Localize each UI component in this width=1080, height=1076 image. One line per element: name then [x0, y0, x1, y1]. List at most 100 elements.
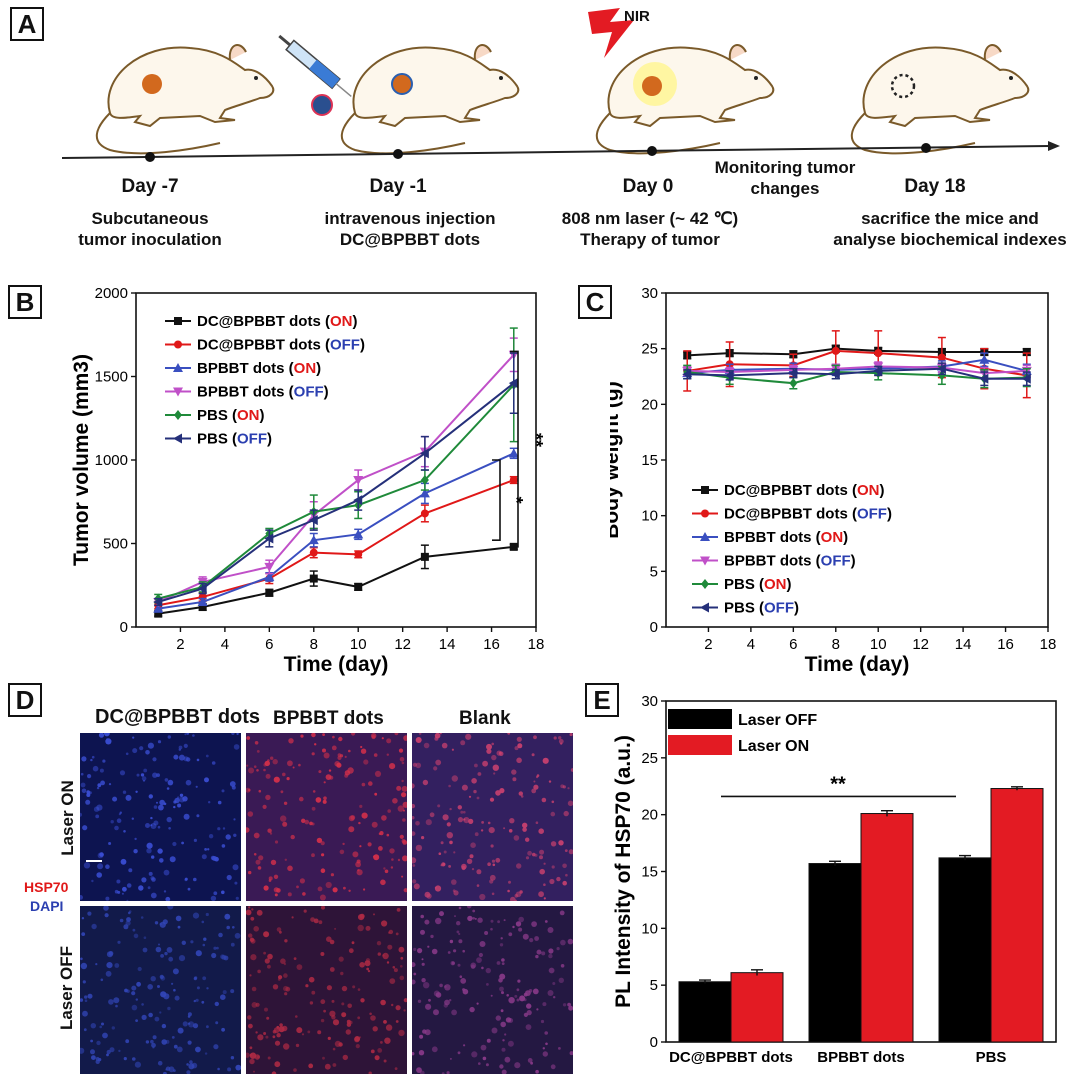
cell-dot — [366, 967, 370, 971]
cell-dot — [344, 755, 347, 758]
cell-dot — [283, 801, 288, 805]
cell-dot — [204, 777, 209, 783]
cell-dot — [565, 873, 568, 877]
x-tick-label: 10 — [350, 636, 367, 653]
cell-dot — [412, 803, 416, 809]
cell-dot — [318, 920, 323, 925]
cell-dot — [167, 779, 174, 786]
data-marker — [419, 488, 430, 498]
cell-dot — [499, 1064, 504, 1069]
cell-dot — [321, 906, 325, 910]
data-marker — [979, 354, 990, 364]
cell-dot — [525, 1024, 532, 1030]
cell-dot — [359, 913, 365, 919]
series-line — [687, 358, 1028, 375]
cell-dot — [381, 920, 388, 927]
cell-dot — [560, 939, 566, 946]
cell-dot — [567, 800, 573, 807]
cell-dot — [422, 779, 429, 786]
micro-bpbbt-laser-off — [246, 906, 407, 1074]
series-line — [687, 367, 1027, 380]
cell-dot — [328, 769, 332, 772]
cell-dot — [100, 780, 105, 786]
cell-dot — [396, 785, 402, 791]
cell-dot — [205, 754, 209, 758]
cell-dot — [567, 1002, 571, 1007]
cell-dot — [541, 951, 546, 956]
cell-dot — [279, 930, 282, 934]
cell-dot — [291, 916, 294, 919]
cell-dot — [178, 754, 185, 761]
cell-dot — [456, 921, 461, 926]
tumor-icon — [142, 74, 162, 94]
cell-dot — [208, 834, 214, 839]
cell-dot — [402, 855, 407, 862]
cell-dot — [514, 1062, 521, 1069]
cell-dot — [152, 772, 158, 778]
cell-dot — [380, 879, 386, 886]
micro-bpbbt-laser-on — [246, 733, 407, 901]
cell-dot — [510, 896, 516, 901]
cell-dot — [495, 790, 501, 796]
cell-dot — [391, 858, 394, 861]
cell-dot — [441, 742, 448, 749]
cell-dot — [392, 798, 398, 804]
cell-dot — [309, 1001, 314, 1005]
cell-dot — [172, 841, 177, 847]
cell-dot — [305, 984, 309, 988]
cell-dot — [482, 760, 488, 767]
cell-dot — [159, 858, 164, 863]
cell-dot — [117, 940, 121, 944]
cell-dot — [314, 743, 317, 746]
cell-dot — [246, 827, 250, 833]
cell-dot — [461, 784, 468, 791]
cell-dot — [558, 840, 564, 846]
cell-dot — [322, 1056, 325, 1060]
cell-dot — [96, 786, 100, 790]
cell-dot — [84, 999, 88, 1002]
cell-dot — [412, 816, 415, 820]
cell-dot — [80, 998, 84, 1002]
cell-dot — [298, 763, 301, 767]
x-tick-label: 8 — [310, 636, 318, 653]
cell-dot — [479, 893, 486, 901]
empty-tumor-icon — [890, 73, 916, 99]
legend-label: BPBBT dots (ON) — [197, 360, 321, 377]
cell-dot — [563, 810, 569, 817]
cell-dot — [140, 916, 144, 919]
cell-dot — [503, 827, 506, 830]
cell-dot — [315, 797, 322, 803]
legend-label: BPBBT dots (OFF) — [197, 384, 329, 401]
cell-dot — [132, 748, 138, 754]
y-tick-label: 0 — [650, 1034, 658, 1051]
cell-dot — [514, 746, 519, 751]
cell-dot — [121, 892, 124, 895]
cell-dot — [204, 1052, 208, 1055]
cell-dot — [449, 807, 452, 811]
cell-dot — [303, 909, 307, 913]
cell-dot — [457, 963, 461, 967]
cell-dot — [192, 734, 195, 737]
cell-dot — [251, 1002, 258, 1008]
data-marker — [1021, 373, 1031, 384]
cell-dot — [474, 763, 478, 768]
cell-dot — [381, 737, 384, 740]
cell-dot — [311, 806, 316, 811]
cell-dot — [426, 893, 432, 899]
cell-dot — [96, 804, 103, 811]
cell-dot — [193, 838, 197, 842]
cell-dot — [325, 881, 332, 889]
cell-dot — [251, 986, 257, 992]
data-marker — [701, 486, 709, 494]
cell-dot — [371, 821, 378, 828]
cell-dot — [517, 979, 521, 983]
cell-dot — [553, 736, 557, 740]
micro-image-grid — [80, 733, 574, 1074]
cell-dot — [449, 939, 454, 944]
cell-dot — [320, 999, 326, 1005]
cell-dot — [171, 1036, 175, 1039]
cell-dot — [492, 764, 499, 771]
y-axis-label: Body weight (g) — [610, 381, 623, 538]
cell-dot — [522, 822, 528, 828]
cell-dot — [495, 1015, 501, 1021]
